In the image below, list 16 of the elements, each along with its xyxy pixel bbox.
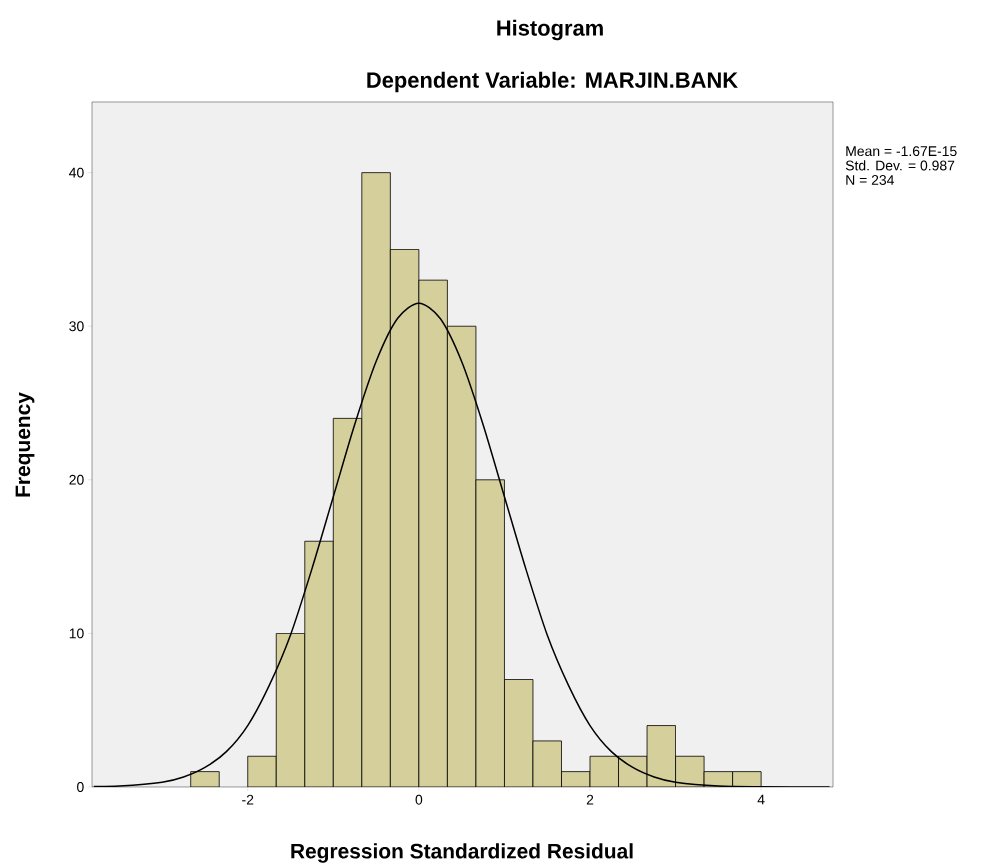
y-tick-label: 20: [69, 474, 84, 485]
x-tick-label: 4: [757, 794, 765, 805]
x-axis-title: Regression Standardized Residual: [291, 843, 633, 863]
y-tick-label: 40: [69, 167, 84, 178]
text: N = 234: [846, 175, 895, 185]
y-axis-title: Frequency: [15, 392, 35, 497]
y-tick-label: 0: [77, 782, 84, 792]
x-tick-label: 2: [586, 794, 594, 805]
chart-subtitle: Dependent Variable: MARJIN.BANK: [367, 71, 738, 93]
x-tick-label: -2: [242, 794, 254, 805]
text: Std. Dev. = 0.987: [845, 160, 955, 171]
text: Mean = -1.67E-15: [846, 146, 957, 157]
y-tick-label: 30: [69, 321, 84, 332]
x-tick-label: 0: [415, 794, 423, 805]
chart-title: Histogram: [497, 19, 603, 41]
y-tick-label: 10: [69, 628, 84, 639]
